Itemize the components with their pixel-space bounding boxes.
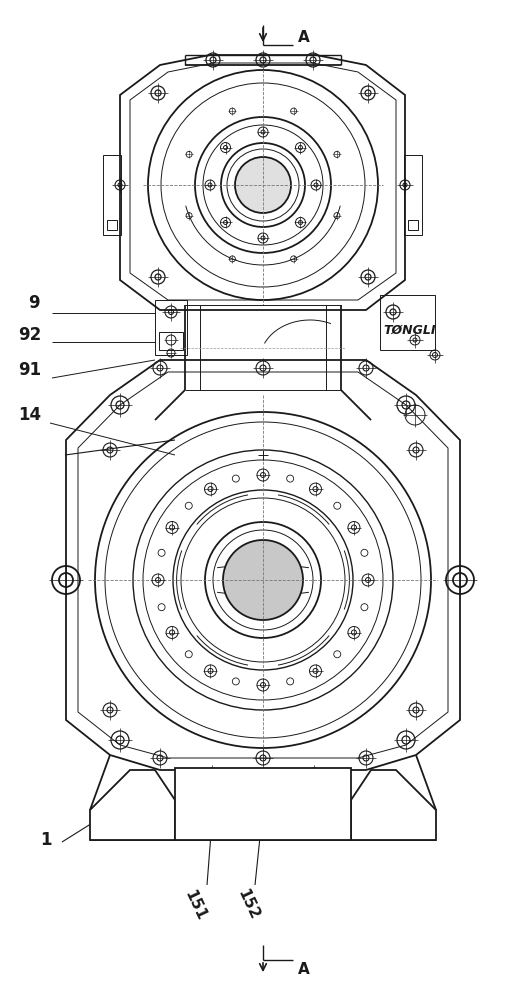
Bar bbox=[175, 768, 351, 840]
Text: 1: 1 bbox=[40, 831, 51, 849]
Text: TØNGLI: TØNGLI bbox=[383, 324, 436, 336]
Text: 152: 152 bbox=[235, 887, 261, 923]
Polygon shape bbox=[90, 770, 175, 840]
Polygon shape bbox=[351, 770, 436, 840]
Bar bbox=[159, 332, 183, 350]
Text: A: A bbox=[298, 30, 310, 45]
Bar bbox=[380, 295, 435, 350]
Polygon shape bbox=[66, 360, 460, 770]
Bar bbox=[103, 155, 121, 235]
Text: 92: 92 bbox=[18, 326, 41, 344]
Bar bbox=[404, 155, 422, 235]
Circle shape bbox=[223, 540, 303, 620]
Text: 9: 9 bbox=[28, 294, 39, 312]
Circle shape bbox=[235, 157, 291, 213]
Text: 151: 151 bbox=[182, 887, 208, 923]
Text: A: A bbox=[298, 962, 310, 978]
Text: 14: 14 bbox=[18, 406, 41, 424]
Text: 91: 91 bbox=[18, 361, 41, 379]
Polygon shape bbox=[120, 55, 405, 310]
Bar bbox=[107, 220, 117, 230]
Bar bbox=[408, 220, 418, 230]
Bar bbox=[155, 300, 187, 355]
